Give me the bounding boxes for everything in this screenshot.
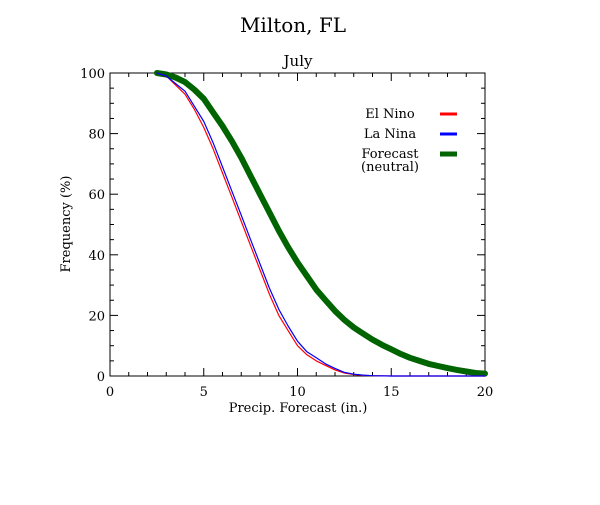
chart-title: Milton, FL	[240, 13, 346, 37]
axis-ticks	[109, 72, 486, 377]
chart-subtitle: July	[282, 52, 313, 70]
y-tick-label: 60	[88, 188, 105, 203]
y-tick-label: 0	[97, 370, 105, 385]
y-axis-label: Frequency (%)	[59, 176, 74, 273]
x-tick-label: 15	[383, 385, 400, 400]
legend-label-la-nina: La Nina	[364, 127, 416, 142]
legend-label-forecast-neutral: Forecast	[362, 147, 420, 162]
series-line-la-nina	[156, 72, 486, 377]
legend-label-el-nino: El Nino	[365, 107, 415, 122]
series-lines	[153, 70, 488, 377]
plot-frame	[109, 72, 486, 377]
y-tick-label: 100	[80, 67, 105, 82]
series-line-forecast-neutral	[153, 70, 488, 377]
x-tick-label: 10	[289, 385, 306, 400]
y-tick-label: 40	[88, 249, 105, 264]
series-line-el-nino	[156, 72, 486, 377]
y-tick-label: 20	[88, 309, 105, 324]
x-tick-label: 5	[200, 385, 208, 400]
y-tick-label: 80	[88, 128, 105, 143]
legend-label-forecast-neutral: (neutral)	[361, 160, 419, 175]
x-axis-label: Precip. Forecast (in.)	[229, 401, 368, 416]
x-tick-label: 0	[106, 385, 114, 400]
legend: El Nino La Nina Forecast(neutral)	[361, 107, 457, 175]
x-tick-label: 20	[477, 385, 494, 400]
axis-tick-labels: 0 5 10 15 20 0 20 40 60 80 100	[80, 67, 493, 400]
